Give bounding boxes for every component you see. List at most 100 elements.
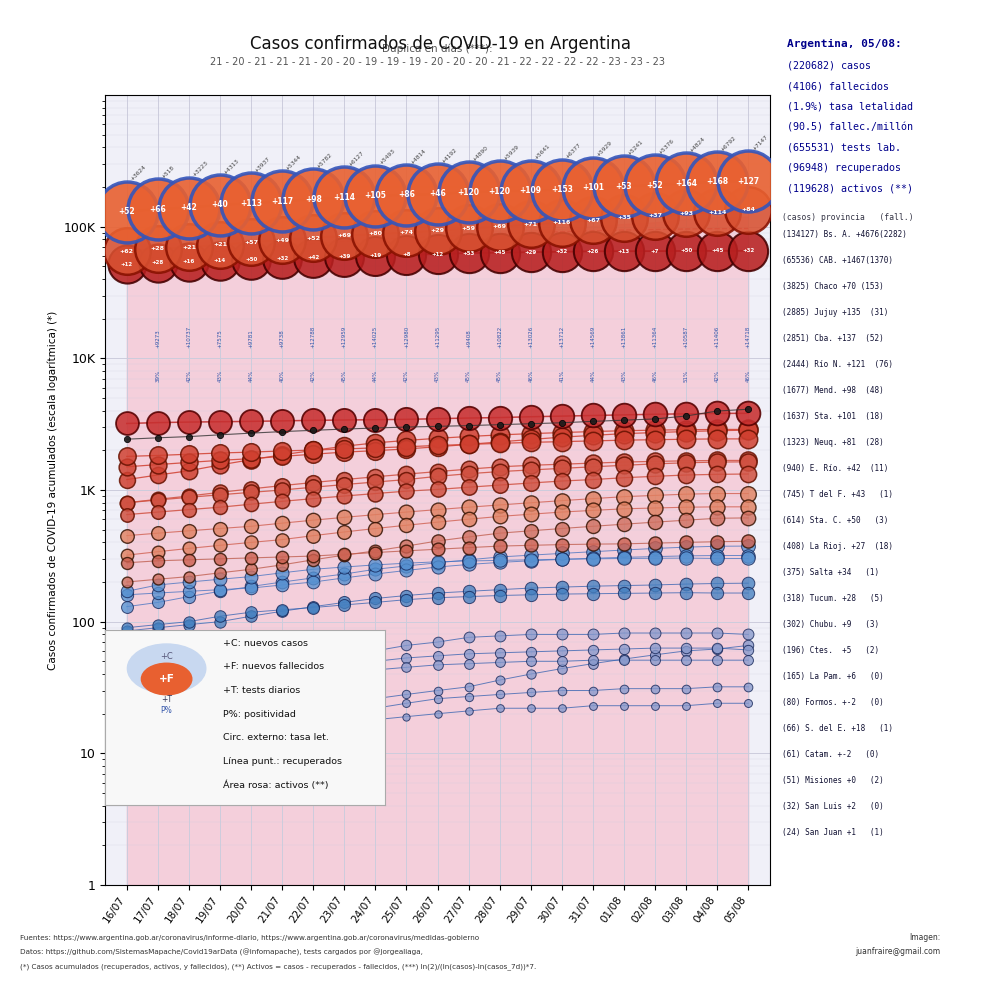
- Point: [678, 625, 694, 641]
- Point: [616, 549, 632, 565]
- Point: [523, 580, 539, 596]
- Text: Casos confirmados de COVID-19 en Argentina: Casos confirmados de COVID-19 en Argenti…: [250, 35, 631, 53]
- Point: [709, 548, 725, 564]
- Point: [243, 234, 259, 250]
- Point: [430, 555, 446, 571]
- Point: [647, 406, 663, 422]
- Point: [492, 582, 508, 598]
- Point: [616, 536, 632, 552]
- Point: [274, 718, 290, 734]
- Point: [492, 464, 508, 480]
- Point: [523, 183, 539, 199]
- Point: [119, 243, 135, 259]
- Text: +59: +59: [462, 226, 476, 231]
- Point: [305, 512, 321, 528]
- Text: (196) Ctes.  +5   (2): (196) Ctes. +5 (2): [782, 646, 879, 655]
- Point: [367, 420, 383, 436]
- Point: [678, 534, 694, 550]
- Point: [274, 565, 290, 581]
- Text: +45: +45: [493, 250, 506, 255]
- Point: [212, 457, 228, 473]
- Point: [336, 441, 352, 457]
- Point: [212, 197, 228, 213]
- Point: [740, 642, 756, 658]
- Point: [181, 488, 197, 504]
- Text: +4824: +4824: [689, 136, 707, 154]
- Point: [585, 243, 601, 259]
- Point: [430, 468, 446, 484]
- Point: [430, 634, 446, 650]
- Point: [430, 223, 446, 239]
- Point: [461, 184, 477, 200]
- Point: [740, 585, 756, 601]
- Text: +62: +62: [120, 249, 134, 254]
- Point: [709, 204, 725, 220]
- Point: [150, 553, 166, 569]
- Text: 44%: 44%: [590, 370, 595, 382]
- Point: [336, 509, 352, 525]
- Point: [212, 571, 228, 587]
- Point: [523, 547, 539, 563]
- Point: [274, 515, 290, 531]
- Point: [430, 648, 446, 664]
- Point: [709, 405, 725, 421]
- Point: [243, 413, 259, 429]
- Point: [616, 432, 632, 448]
- Point: [492, 183, 508, 199]
- Point: [181, 239, 197, 255]
- Point: [430, 683, 446, 699]
- Text: (2444) Río N. +121  (76): (2444) Río N. +121 (76): [782, 360, 893, 369]
- Point: [274, 557, 290, 573]
- Point: [305, 475, 321, 491]
- Point: [367, 691, 383, 707]
- Point: [212, 726, 228, 742]
- Text: +12: +12: [431, 252, 444, 257]
- Point: [740, 202, 756, 218]
- Text: +13026: +13026: [528, 326, 533, 348]
- Text: +14569: +14569: [590, 326, 595, 348]
- Text: +10737: +10737: [186, 326, 191, 348]
- Point: [585, 544, 601, 560]
- Text: +T: tests diarios: +T: tests diarios: [223, 686, 300, 695]
- Point: [150, 571, 166, 587]
- Point: [554, 683, 570, 699]
- Point: [585, 642, 601, 658]
- Point: [616, 210, 632, 226]
- Point: [181, 677, 197, 693]
- Point: [709, 640, 725, 656]
- Point: [616, 501, 632, 517]
- Point: [305, 250, 321, 266]
- Text: +86: +86: [398, 190, 415, 199]
- Text: +12959: +12959: [342, 326, 347, 348]
- Point: [367, 557, 383, 573]
- Point: [430, 590, 446, 606]
- Point: [647, 585, 663, 601]
- Point: [243, 580, 259, 596]
- Point: [461, 646, 477, 662]
- Text: Argentina, 05/08:: Argentina, 05/08:: [787, 39, 901, 49]
- Text: +9781: +9781: [249, 329, 254, 348]
- Point: [678, 539, 694, 555]
- Point: [740, 452, 756, 468]
- Point: [305, 712, 321, 728]
- Text: +7: +7: [651, 249, 659, 254]
- Point: [181, 569, 197, 585]
- Point: [336, 488, 352, 504]
- Point: [461, 511, 477, 527]
- Point: [336, 249, 352, 265]
- Point: [554, 551, 570, 567]
- Text: +21: +21: [182, 245, 196, 250]
- Point: [305, 561, 321, 577]
- Point: [430, 437, 446, 453]
- Point: [616, 625, 632, 641]
- Point: [678, 576, 694, 592]
- Text: (940) E. Río. +42  (11): (940) E. Río. +42 (11): [782, 464, 889, 473]
- Point: [119, 472, 135, 488]
- Point: [119, 735, 135, 751]
- Point: [243, 518, 259, 534]
- Point: [274, 663, 290, 679]
- Point: [740, 548, 756, 564]
- Text: +26: +26: [587, 249, 599, 254]
- Text: (80) Formos. +-2   (0): (80) Formos. +-2 (0): [782, 698, 884, 707]
- Point: [367, 226, 383, 242]
